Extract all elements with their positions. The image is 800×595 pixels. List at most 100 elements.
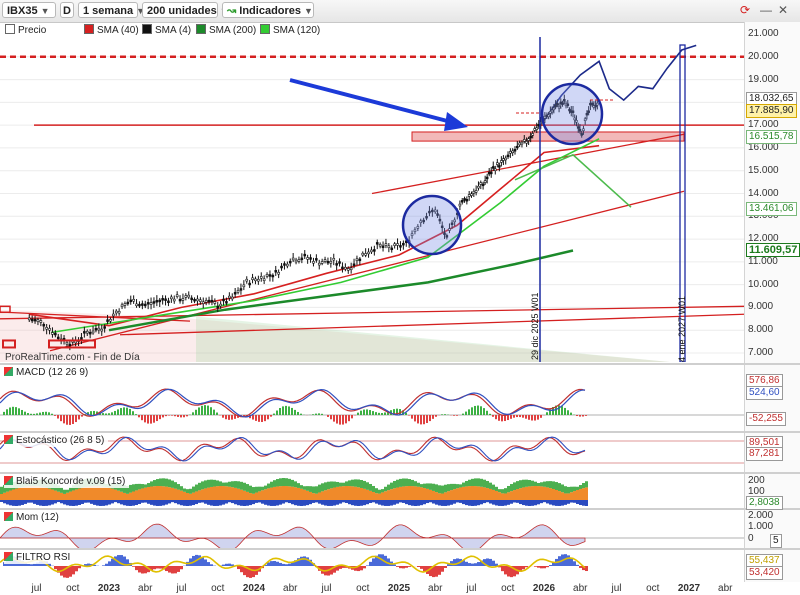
macd-histogram-bar: [522, 415, 524, 418]
panel-separator[interactable]: [0, 508, 800, 510]
refresh-icon[interactable]: ⟳: [740, 3, 751, 17]
koncorde-area: [219, 481, 222, 487]
units-selector[interactable]: 200 unidades▼: [142, 2, 229, 18]
koncorde-area: [516, 489, 519, 500]
koncorde-area: [513, 482, 516, 491]
koncorde-area: [495, 500, 498, 506]
time-axis-tick: abr: [718, 583, 733, 594]
indicator-icon: [4, 512, 13, 521]
koncorde-area: [75, 489, 78, 500]
legend-sma200: SMA (200): [196, 24, 256, 36]
koncorde-area: [555, 482, 558, 490]
macd-histogram-bar: [408, 415, 410, 416]
koncorde-area: [261, 490, 264, 500]
macd-histogram-bar: [336, 415, 338, 424]
momentum-panel[interactable]: [0, 510, 744, 548]
koncorde-area: [408, 500, 411, 506]
time-axis-tick: abr: [283, 583, 298, 594]
candle-body: [94, 328, 98, 331]
close-icon[interactable]: ✕: [778, 3, 789, 17]
minimize-icon[interactable]: —: [760, 3, 772, 17]
macd-histogram-bar: [453, 415, 455, 416]
koncorde-area: [276, 486, 279, 500]
macd-histogram-bar: [540, 415, 542, 418]
macd-histogram-bar: [81, 415, 83, 417]
rsi-bar: [192, 555, 195, 566]
koncorde-area: [252, 493, 255, 500]
koncorde-area: [288, 500, 291, 504]
macd-label[interactable]: MACD (12 26 9): [4, 366, 93, 379]
candle-body: [138, 303, 141, 307]
candle-body: [399, 245, 402, 248]
candle-body: [416, 226, 420, 229]
koncorde-area: [123, 500, 126, 506]
macd-panel[interactable]: [0, 365, 744, 431]
koncorde-area: [522, 487, 525, 500]
rsi-bar: [144, 566, 147, 574]
candle-body: [129, 299, 133, 303]
candle-body: [274, 270, 278, 273]
rsi-bar: [393, 564, 396, 566]
rsi-bar: [570, 557, 573, 566]
rsi-bar: [120, 555, 123, 566]
blai5-label[interactable]: Blai5 Koncorde v.09 (15): [4, 475, 130, 488]
koncorde-area: [273, 486, 276, 500]
panel-separator[interactable]: [0, 363, 800, 365]
stoch-label[interactable]: Estocástico (26 8 5): [4, 434, 109, 447]
candle-body: [280, 265, 283, 269]
macd-histogram-bar: [345, 415, 347, 424]
rsi-label[interactable]: FILTRO RSI: [4, 551, 75, 564]
stochastic-panel[interactable]: [0, 433, 744, 472]
candle-body: [465, 199, 469, 202]
momentum-area: [0, 523, 586, 548]
candle-body: [384, 243, 388, 246]
macd-histogram-bar: [270, 415, 272, 417]
rsi-bar: [519, 566, 522, 572]
rsi-bar: [456, 558, 459, 566]
macd-histogram-bar: [528, 415, 530, 420]
koncorde-area: [351, 500, 354, 506]
panel-separator[interactable]: [0, 472, 800, 474]
macd-histogram-bar: [339, 415, 341, 425]
macd-histogram-bar: [216, 412, 218, 415]
koncorde-area: [108, 487, 111, 500]
macd-histogram-bar: [129, 408, 131, 415]
price-chart[interactable]: [0, 37, 744, 362]
macd-histogram-bar: [225, 415, 227, 420]
indicators-button[interactable]: ↝ Indicadores ▼: [222, 2, 314, 18]
rsi-bar: [372, 558, 375, 566]
panel-separator[interactable]: [0, 431, 800, 433]
support-zone: [0, 309, 670, 362]
mode-button[interactable]: D: [60, 2, 74, 18]
candle-body: [387, 245, 391, 248]
blai5-tick: 200: [748, 475, 765, 486]
macd-histogram-bar: [570, 412, 572, 415]
rsi-filter-panel[interactable]: [0, 550, 744, 582]
koncorde-area: [330, 481, 333, 489]
mom-label[interactable]: Mom (12): [4, 511, 63, 524]
macd-histogram-bar: [585, 415, 587, 416]
koncorde-area: [339, 500, 342, 504]
koncorde-area: [453, 489, 456, 500]
koncorde-area: [480, 486, 483, 500]
legend-label: Precio: [18, 25, 47, 36]
price-tag: 16.515,78: [746, 130, 797, 144]
candle-body: [146, 302, 150, 305]
macd-histogram-bar: [288, 406, 290, 415]
panel-separator[interactable]: [0, 548, 800, 550]
candle-body: [193, 298, 196, 302]
macd-histogram-bar: [372, 411, 374, 415]
candle-body: [271, 274, 275, 278]
macd-histogram-bar: [429, 415, 431, 422]
macd-histogram-bar: [78, 415, 80, 420]
koncorde-area: [444, 500, 447, 506]
period-selector[interactable]: 1 semana ▼: [78, 2, 145, 18]
rsi-bar: [423, 566, 426, 572]
koncorde-area: [531, 500, 534, 506]
koncorde-area: [366, 489, 369, 500]
ticker-selector[interactable]: IBX35 ▼: [2, 2, 56, 18]
koncorde-area: [459, 487, 462, 500]
candle-body: [352, 263, 356, 266]
candle-body: [557, 105, 561, 109]
koncorde-area: [219, 500, 222, 506]
